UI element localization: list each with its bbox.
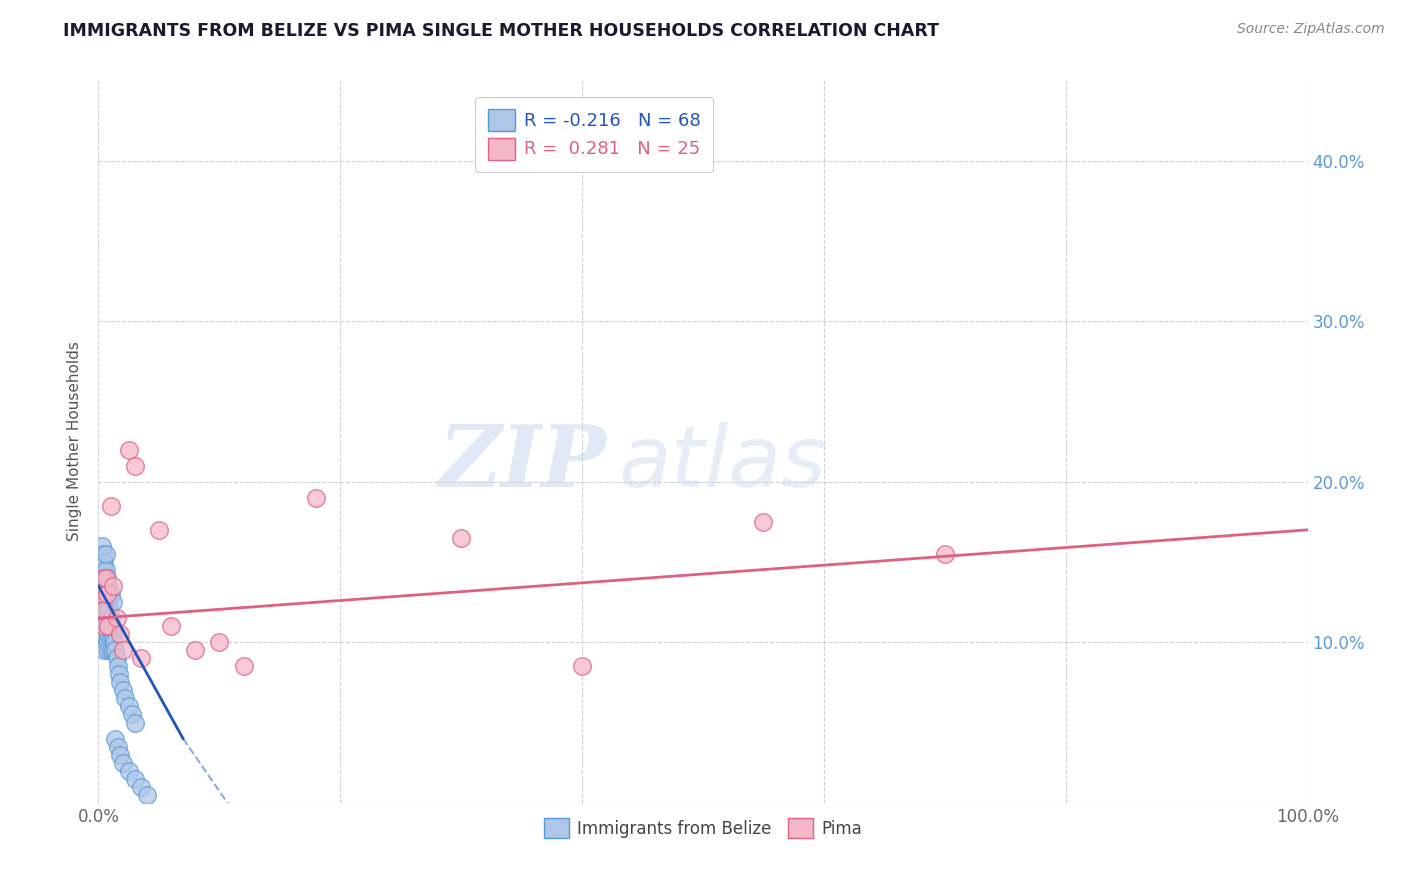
Point: [108, 675, 131, 690]
Point: [96, 587, 118, 601]
Text: atlas: atlas: [619, 422, 827, 505]
Point: [93, 619, 115, 633]
Point: [94, 587, 117, 601]
Point: [91, 619, 114, 633]
Point: [97, 627, 120, 641]
Point: [91, 571, 114, 585]
Point: [91, 611, 114, 625]
Point: [934, 547, 956, 561]
Point: [94, 619, 117, 633]
Y-axis label: Single Mother Households: Single Mother Households: [67, 342, 83, 541]
Point: [91, 587, 114, 601]
Point: [97, 619, 120, 633]
Point: [97, 595, 120, 609]
Point: [148, 523, 170, 537]
Point: [90, 603, 112, 617]
Point: [101, 643, 124, 657]
Point: [103, 635, 125, 649]
Point: [100, 643, 122, 657]
Point: [97, 611, 120, 625]
Point: [91, 603, 114, 617]
Point: [104, 643, 127, 657]
Point: [121, 707, 143, 722]
Point: [100, 587, 122, 601]
Point: [94, 603, 117, 617]
Point: [108, 667, 131, 681]
Point: [232, 659, 254, 673]
Point: [118, 764, 141, 778]
Text: ZIP: ZIP: [439, 421, 606, 505]
Point: [100, 619, 122, 633]
Point: [184, 643, 207, 657]
Point: [118, 442, 141, 457]
Point: [94, 547, 117, 561]
Point: [96, 619, 118, 633]
Point: [97, 643, 120, 657]
Point: [91, 563, 114, 577]
Point: [93, 595, 115, 609]
Point: [96, 587, 118, 601]
Point: [101, 579, 124, 593]
Point: [107, 659, 129, 673]
Point: [107, 739, 129, 754]
Point: [97, 579, 120, 593]
Point: [129, 780, 152, 794]
Point: [101, 595, 124, 609]
Point: [91, 571, 114, 585]
Point: [91, 563, 114, 577]
Point: [91, 539, 114, 553]
Point: [160, 619, 183, 633]
Point: [90, 571, 112, 585]
Point: [100, 627, 122, 641]
Point: [105, 611, 128, 625]
Point: [100, 611, 122, 625]
Point: [93, 555, 115, 569]
Point: [208, 635, 231, 649]
Point: [96, 603, 118, 617]
Text: IMMIGRANTS FROM BELIZE VS PIMA SINGLE MOTHER HOUSEHOLDS CORRELATION CHART: IMMIGRANTS FROM BELIZE VS PIMA SINGLE MO…: [63, 22, 939, 40]
Point: [94, 571, 117, 585]
Point: [93, 627, 115, 641]
Point: [108, 627, 131, 641]
Legend: Immigrants from Belize, Pima: Immigrants from Belize, Pima: [537, 812, 869, 845]
Point: [91, 595, 114, 609]
Point: [111, 683, 134, 698]
Point: [118, 699, 141, 714]
Point: [124, 458, 146, 473]
Point: [124, 772, 146, 786]
Point: [96, 635, 118, 649]
Point: [114, 691, 136, 706]
Point: [450, 531, 472, 545]
Point: [91, 579, 114, 593]
Point: [93, 603, 115, 617]
Point: [98, 603, 121, 617]
Point: [94, 571, 117, 585]
Point: [93, 579, 115, 593]
Point: [305, 491, 328, 505]
Point: [101, 627, 124, 641]
Point: [91, 547, 114, 561]
Point: [124, 715, 146, 730]
Point: [93, 611, 115, 625]
Point: [111, 756, 134, 770]
Point: [98, 619, 121, 633]
Point: [108, 747, 131, 762]
Point: [111, 643, 134, 657]
Point: [91, 587, 114, 601]
Point: [135, 788, 157, 802]
Point: [129, 651, 152, 665]
Point: [93, 563, 115, 577]
Point: [94, 563, 117, 577]
Point: [104, 731, 127, 746]
Point: [105, 651, 128, 665]
Point: [90, 587, 112, 601]
Point: [96, 571, 118, 585]
Point: [571, 659, 593, 673]
Point: [100, 499, 122, 513]
Point: [93, 643, 115, 657]
Point: [91, 627, 114, 641]
Point: [752, 515, 775, 529]
Point: [91, 555, 114, 569]
Text: Source: ZipAtlas.com: Source: ZipAtlas.com: [1237, 22, 1385, 37]
